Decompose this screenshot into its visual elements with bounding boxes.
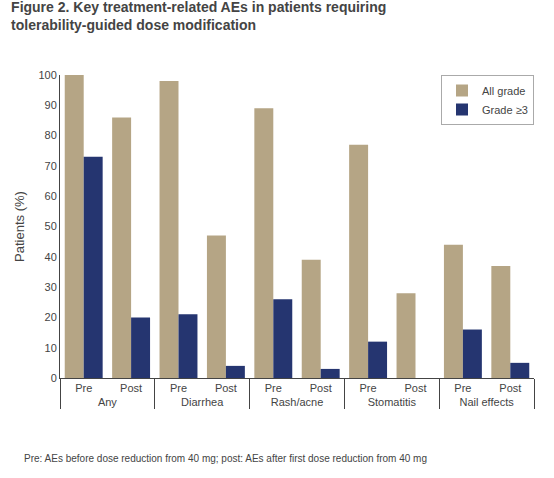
svg-text:20: 20 bbox=[45, 311, 57, 323]
svg-text:10: 10 bbox=[45, 342, 57, 354]
svg-text:Post: Post bbox=[404, 382, 426, 394]
svg-text:0: 0 bbox=[51, 372, 57, 384]
svg-text:Pre: Pre bbox=[170, 382, 187, 394]
svg-text:Nail effects: Nail effects bbox=[459, 396, 514, 408]
svg-text:Pre: AEs before dose reduction: Pre: AEs before dose reduction from 40 m… bbox=[24, 453, 427, 464]
svg-text:Stomatitis: Stomatitis bbox=[368, 396, 417, 408]
svg-text:All grade: All grade bbox=[482, 85, 525, 97]
svg-text:Diarrhea: Diarrhea bbox=[181, 396, 224, 408]
svg-text:Pre: Pre bbox=[360, 382, 377, 394]
svg-text:Rash/acne: Rash/acne bbox=[271, 396, 324, 408]
svg-text:Grade ≥3: Grade ≥3 bbox=[482, 104, 528, 116]
svg-text:Post: Post bbox=[310, 382, 332, 394]
svg-text:Post: Post bbox=[499, 382, 521, 394]
svg-text:Post: Post bbox=[120, 382, 142, 394]
svg-text:70: 70 bbox=[45, 160, 57, 172]
svg-text:100: 100 bbox=[38, 69, 56, 81]
svg-text:Pre: Pre bbox=[75, 382, 92, 394]
svg-text:Figure 2. Key treatment-relate: Figure 2. Key treatment-related AEs in p… bbox=[11, 0, 386, 33]
svg-text:Pre: Pre bbox=[265, 382, 282, 394]
svg-text:Patients (%): Patients (%) bbox=[12, 191, 27, 262]
svg-text:Pre: Pre bbox=[454, 382, 471, 394]
svg-text:80: 80 bbox=[45, 129, 57, 141]
svg-text:Any: Any bbox=[98, 396, 117, 408]
svg-text:30: 30 bbox=[45, 281, 57, 293]
svg-text:60: 60 bbox=[45, 190, 57, 202]
svg-text:40: 40 bbox=[45, 251, 57, 263]
svg-text:90: 90 bbox=[45, 99, 57, 111]
svg-text:50: 50 bbox=[45, 220, 57, 232]
svg-text:Post: Post bbox=[215, 382, 237, 394]
